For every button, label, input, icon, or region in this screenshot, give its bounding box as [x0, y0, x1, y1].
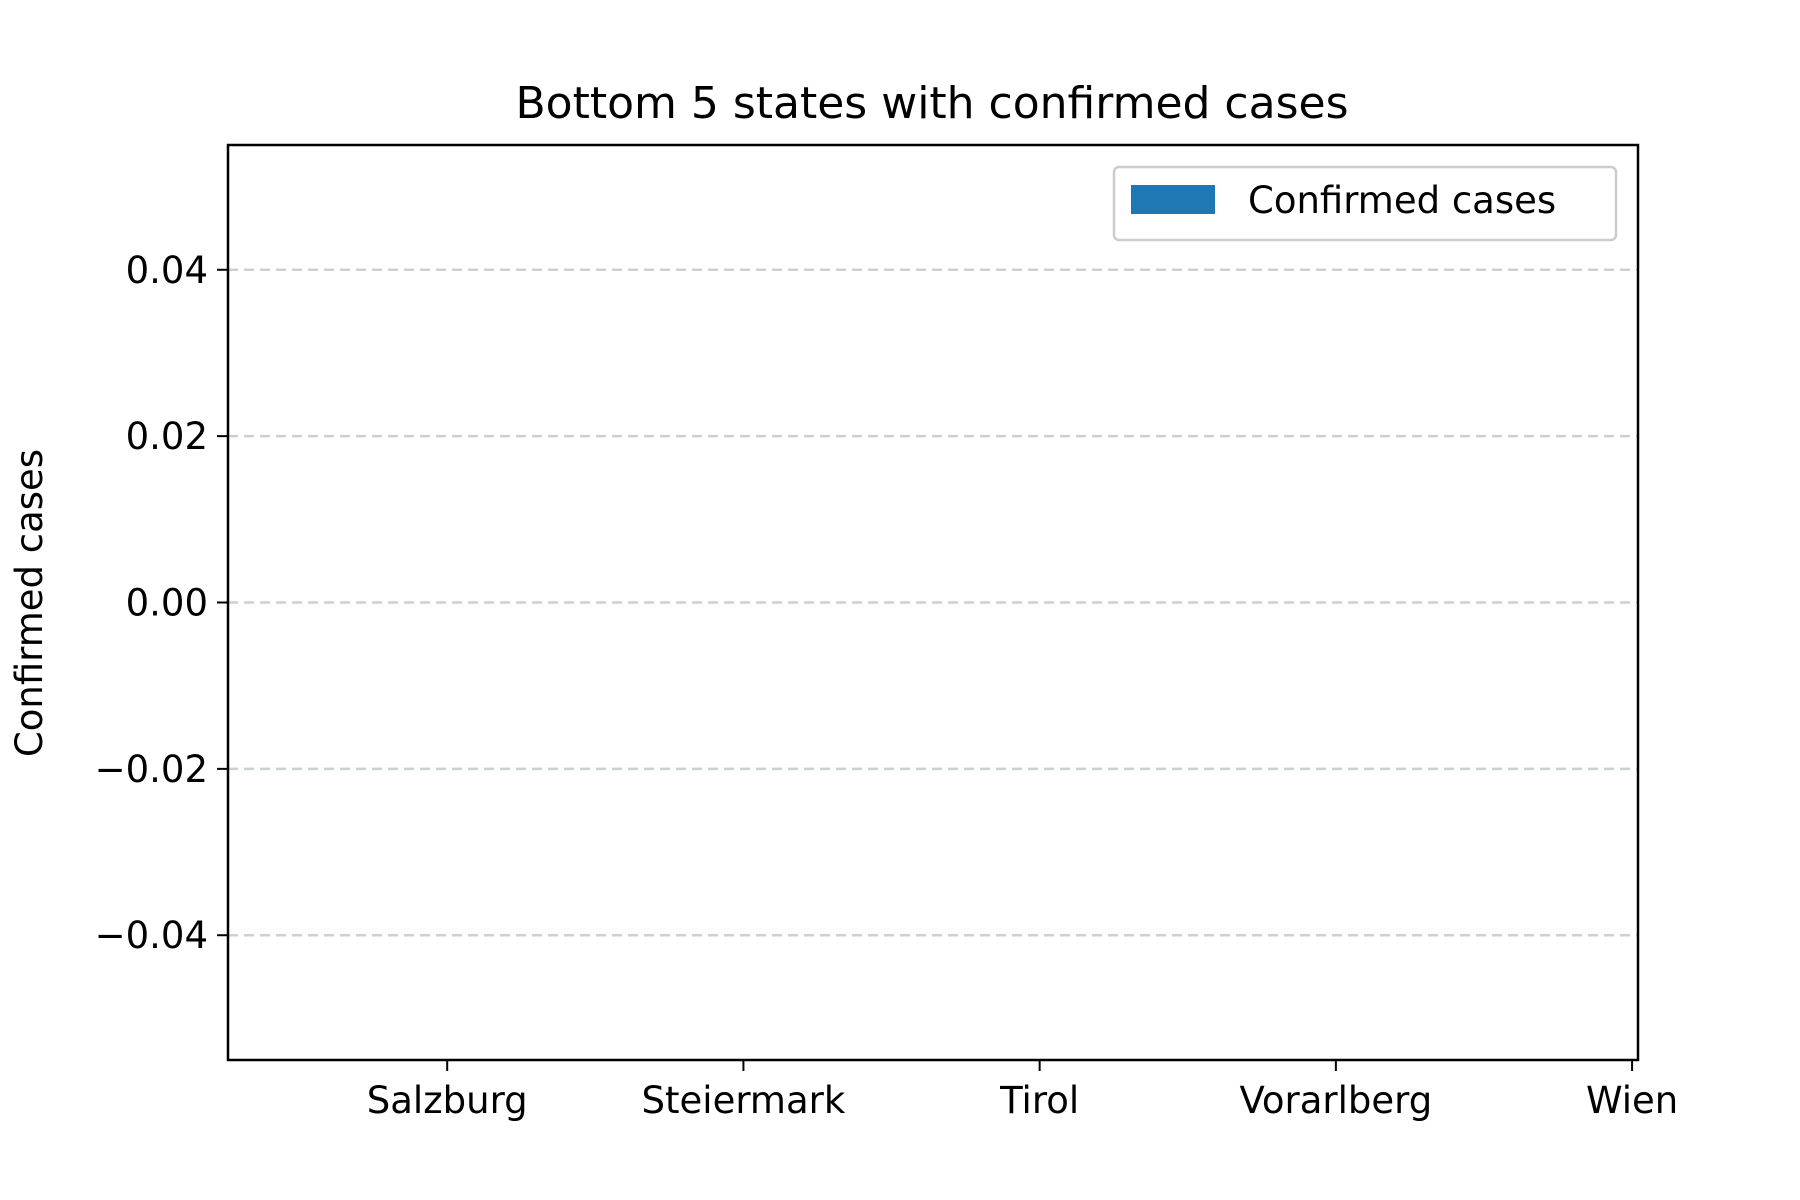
x-tick-label: Salzburg	[367, 1079, 528, 1122]
grid-layer	[228, 268, 1638, 937]
x-tick-label: Steiermark	[642, 1079, 846, 1122]
y-ticks: −0.04 −0.02 0.00 0.02 0.04	[95, 249, 228, 957]
legend-swatch	[1131, 185, 1215, 214]
x-tick-label: Vorarlberg	[1239, 1079, 1432, 1122]
x-tick-label: Wien	[1586, 1079, 1678, 1122]
x-ticks: Salzburg Steiermark Tirol Vorarlberg Wien	[367, 1060, 1678, 1122]
y-tick-label: 0.02	[126, 415, 208, 458]
y-tick-label: 0.04	[126, 249, 208, 292]
x-tick-label: Tirol	[999, 1079, 1079, 1122]
y-tick-label: 0.00	[126, 582, 208, 625]
y-tick-label: −0.04	[95, 914, 208, 957]
legend-box	[1112, 165, 1618, 242]
y-axis-label: Confirmed cases	[8, 449, 51, 757]
legend-label: Confirmed cases	[1248, 179, 1556, 222]
legend: Confirmed cases	[1112, 165, 1618, 242]
y-tick-label: −0.02	[95, 748, 208, 791]
chart-title: Bottom 5 states with confirmed cases	[515, 78, 1348, 129]
plot-frame	[226, 143, 1640, 1062]
